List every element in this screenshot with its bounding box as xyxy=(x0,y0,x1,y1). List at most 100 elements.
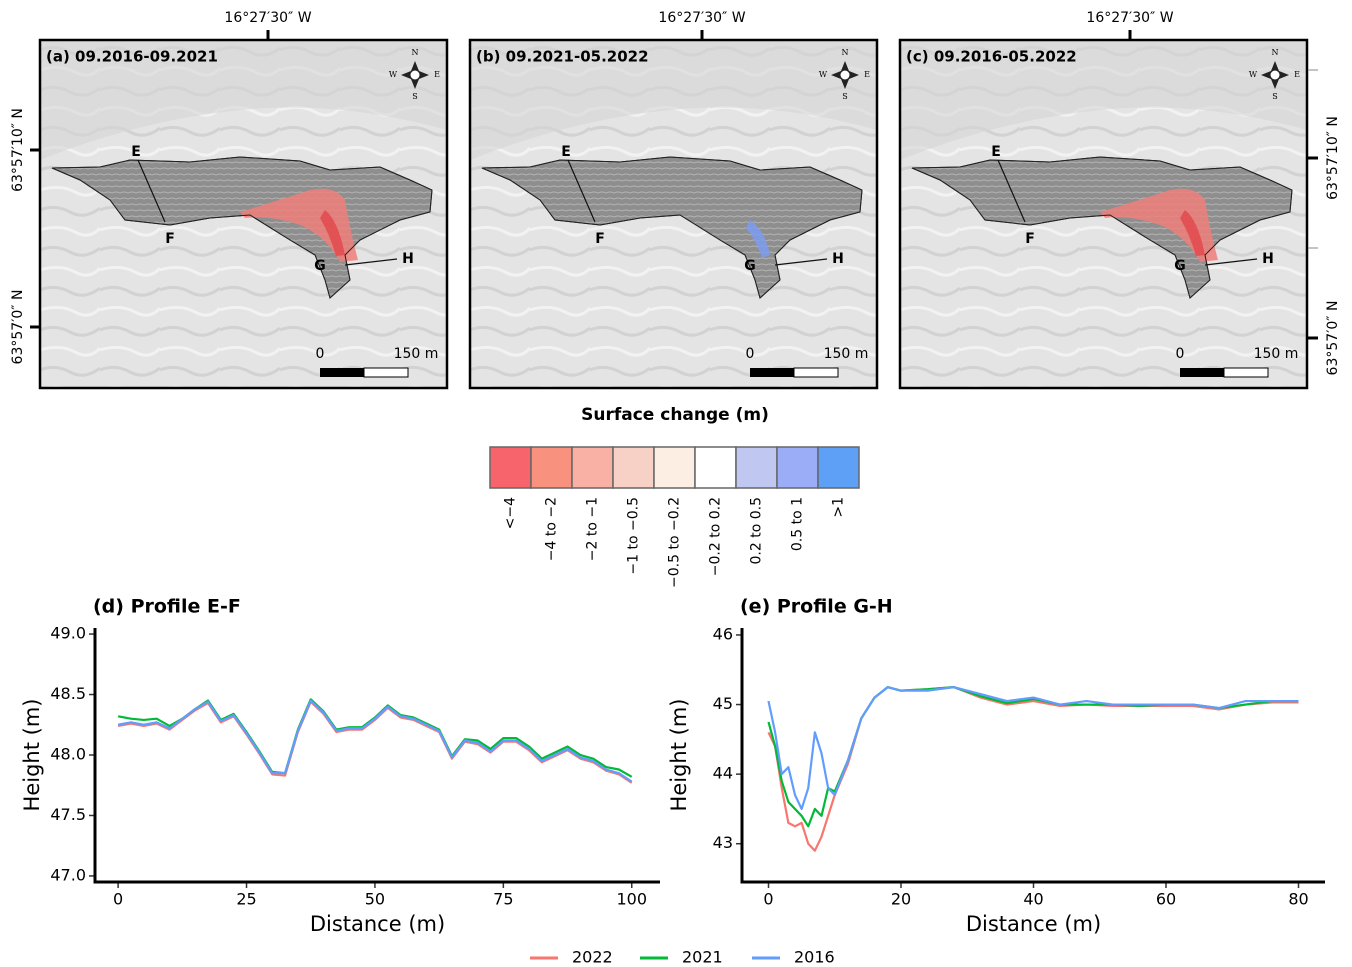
y-axis-label: Height (m) xyxy=(667,699,691,812)
profile-point-label: E xyxy=(561,144,571,160)
y-tick-label: 44 xyxy=(713,764,733,783)
scale-label: 150 m xyxy=(394,346,439,362)
legend-class-label: 0.5 to 1 xyxy=(790,497,806,551)
legend-swatch xyxy=(613,447,654,488)
scale-bar-white xyxy=(1224,368,1268,377)
legend-label: 2016 xyxy=(794,948,835,967)
legend-title: Surface change (m) xyxy=(581,405,769,425)
compass-label: S xyxy=(412,92,417,101)
x-tick-label: 0 xyxy=(113,890,123,909)
legend-class-label: −0.5 to −0.2 xyxy=(667,497,683,588)
compass-label: E xyxy=(434,70,440,79)
compass-label: N xyxy=(842,48,849,57)
y-tick-label: 43 xyxy=(713,833,733,852)
x-tick-label: 60 xyxy=(1156,890,1176,909)
panel-title: (a) 09.2016-09.2021 xyxy=(46,48,218,66)
map-panel: E F G H N S W E 0 150 m (b) 09.2021-05.2022 xyxy=(470,40,877,388)
compass-label: W xyxy=(1249,70,1258,79)
legend-class-label: −0.2 to 0.2 xyxy=(708,497,724,576)
compass-label: E xyxy=(864,70,870,79)
y-tick-label: 48.5 xyxy=(50,684,86,703)
x-tick-label: 25 xyxy=(236,890,256,909)
latitude-label: 63°57′0″ N xyxy=(1325,301,1341,376)
scale-bar-black xyxy=(750,368,794,377)
legend-swatch xyxy=(531,447,572,488)
series-line xyxy=(118,701,632,782)
compass-label: N xyxy=(1272,48,1279,57)
figure: Surface change (m) E F G H N S W E 0 150 m (a) 09.… xyxy=(0,0,1352,967)
legend-swatch xyxy=(736,447,777,488)
legend-swatch xyxy=(695,447,736,488)
compass-label: S xyxy=(1272,92,1277,101)
legend-swatch xyxy=(654,447,695,488)
x-tick-label: 75 xyxy=(493,890,513,909)
scale-label: 0 xyxy=(1176,346,1185,362)
scale-label: 0 xyxy=(316,346,325,362)
profile-point-label: F xyxy=(1025,231,1035,247)
y-tick-label: 46 xyxy=(713,624,733,643)
y-tick-label: 47.5 xyxy=(50,805,86,824)
profile-point-label: G xyxy=(314,258,326,274)
profile-point-label: H xyxy=(832,251,844,267)
compass-label: E xyxy=(1294,70,1300,79)
y-tick-label: 47.0 xyxy=(50,865,86,884)
y-tick-label: 45 xyxy=(713,694,733,713)
legend-label: 2021 xyxy=(682,948,723,967)
legend-swatch xyxy=(490,447,531,488)
compass-center xyxy=(1270,70,1280,80)
scale-label: 150 m xyxy=(1254,346,1299,362)
legend-class-label: <−4 xyxy=(503,497,519,529)
panel-title: (b) 09.2021-05.2022 xyxy=(476,48,649,66)
profile-point-label: E xyxy=(991,144,1001,160)
legend-label: 2022 xyxy=(572,948,613,967)
latitude-label: 63°57′0″ N xyxy=(10,290,26,365)
scale-bar-white xyxy=(794,368,838,377)
compass-center xyxy=(840,70,850,80)
series-line xyxy=(769,687,1299,851)
x-tick-label: 50 xyxy=(365,890,385,909)
y-tick-label: 49.0 xyxy=(50,624,86,643)
y-axis-label: Height (m) xyxy=(20,699,44,812)
x-axis-label: Distance (m) xyxy=(966,912,1101,936)
legend-class-label: −4 to −2 xyxy=(544,497,560,561)
compass-center xyxy=(410,70,420,80)
longitude-label: 16°27′30″ W xyxy=(224,10,311,26)
x-tick-label: 80 xyxy=(1288,890,1308,909)
chart-title: (e) Profile G-H xyxy=(740,596,893,618)
legend-swatch xyxy=(777,447,818,488)
x-tick-label: 20 xyxy=(891,890,911,909)
x-tick-label: 0 xyxy=(763,890,773,909)
panel-title: (c) 09.2016-05.2022 xyxy=(906,48,1077,66)
longitude-label: 16°27′30″ W xyxy=(1086,10,1173,26)
scale-bar-white xyxy=(364,368,408,377)
compass-label: W xyxy=(389,70,398,79)
longitude-label: 16°27′30″ W xyxy=(658,10,745,26)
scale-label: 150 m xyxy=(824,346,869,362)
latitude-label: 63°57′10″ N xyxy=(10,108,26,192)
legend-class-label: −2 to −1 xyxy=(585,497,601,561)
latitude-label: 63°57′10″ N xyxy=(1325,116,1341,200)
legend-class-label: 0.2 to 0.5 xyxy=(749,497,765,564)
legend-swatch xyxy=(572,447,613,488)
compass-label: N xyxy=(412,48,419,57)
x-tick-label: 40 xyxy=(1023,890,1043,909)
scale-bar-black xyxy=(320,368,364,377)
profile-point-label: E xyxy=(131,144,141,160)
y-tick-label: 48.0 xyxy=(50,745,86,764)
compass-label: W xyxy=(819,70,828,79)
x-axis-label: Distance (m) xyxy=(310,912,445,936)
x-tick-label: 100 xyxy=(616,890,647,909)
series-line xyxy=(118,702,632,783)
profile-point-label: F xyxy=(595,231,605,247)
scale-label: 0 xyxy=(746,346,755,362)
legend-swatch xyxy=(818,447,859,488)
profile-point-label: F xyxy=(165,231,175,247)
chart-title: (d) Profile E-F xyxy=(93,596,241,618)
profile-point-label: H xyxy=(1262,251,1274,267)
profile-point-label: G xyxy=(744,258,756,274)
legend-class-label: −1 to −0.5 xyxy=(626,497,642,575)
legend-class-label: >1 xyxy=(831,497,847,518)
compass-label: S xyxy=(842,92,847,101)
